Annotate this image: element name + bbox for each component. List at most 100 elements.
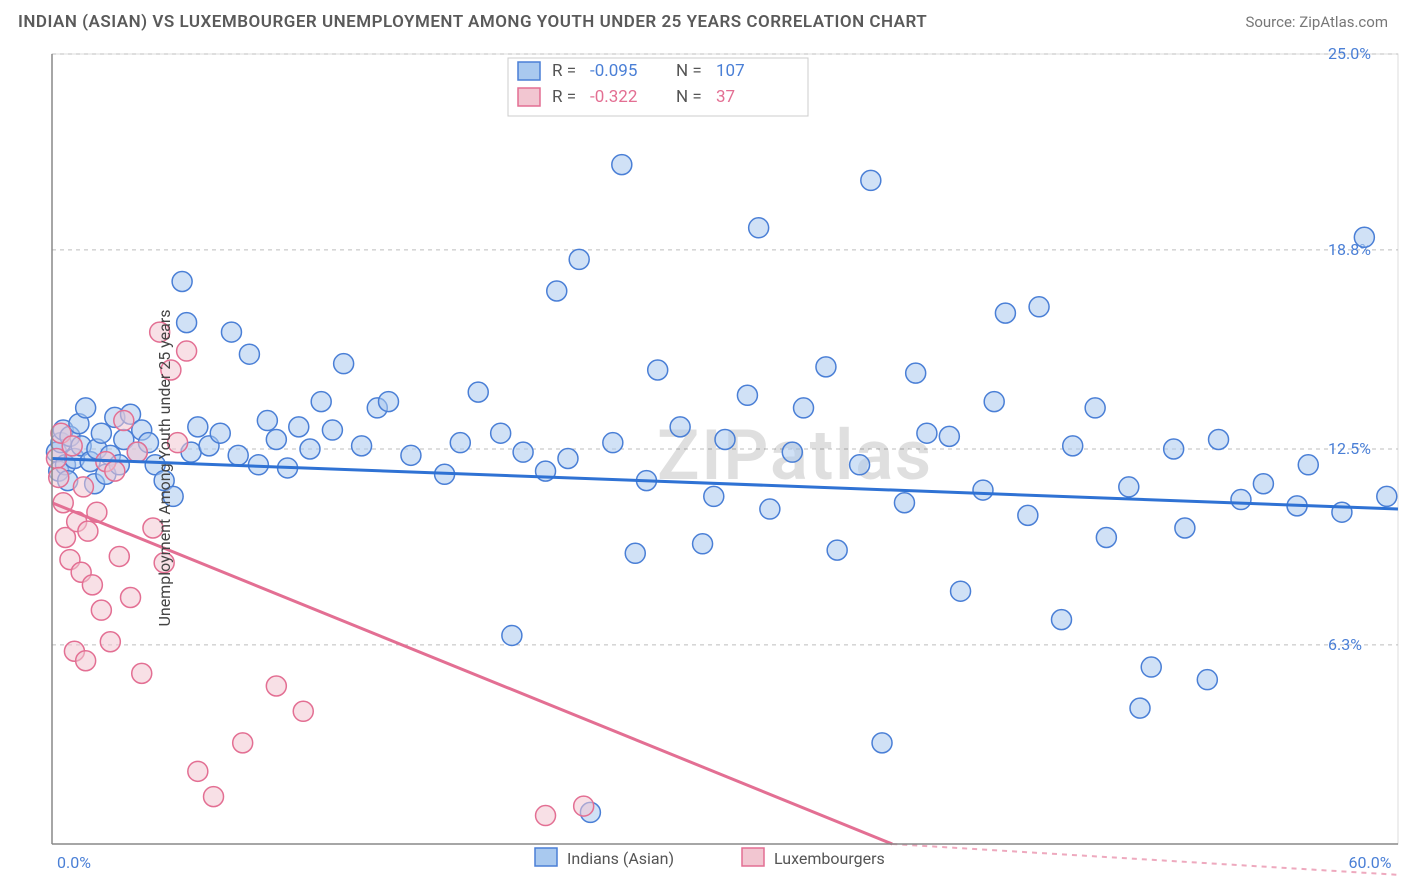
scatter-point [239, 344, 259, 364]
scatter-point [558, 448, 578, 468]
scatter-point [221, 322, 241, 342]
scatter-point [704, 486, 724, 506]
scatter-point [547, 281, 567, 301]
scatter-point [62, 436, 82, 456]
scatter-point [352, 436, 372, 456]
scatter-point [816, 357, 836, 377]
scatter-point [1175, 518, 1195, 538]
scatter-point [1231, 490, 1251, 510]
scatter-point [78, 521, 98, 541]
scatter-point [82, 575, 102, 595]
scatter-point [491, 423, 511, 443]
scatter-point [1298, 455, 1318, 475]
scatter-point [1063, 436, 1083, 456]
scatter-point [401, 445, 421, 465]
scatter-point [513, 442, 533, 462]
scatter-point [737, 385, 757, 405]
scatter-point [827, 540, 847, 560]
legend-series-label: Indians (Asian) [567, 849, 674, 868]
scatter-point [1253, 474, 1273, 494]
scatter-point [861, 170, 881, 190]
scatter-point [1052, 610, 1072, 630]
y-axis-label: Unemployment Among Youth under 25 years [155, 309, 174, 626]
scatter-point [536, 806, 556, 826]
scatter-point [91, 600, 111, 620]
scatter-point [782, 442, 802, 462]
chart-container: Unemployment Among Youth under 25 years … [0, 44, 1406, 892]
legend-swatch [742, 848, 764, 866]
correlation-scatter-chart: 6.3%12.5%18.8%25.0%ZIPatlas0.0%60.0%R =-… [0, 44, 1406, 892]
scatter-point [204, 787, 224, 807]
source-prefix: Source: [1245, 13, 1299, 31]
scatter-point [76, 398, 96, 418]
scatter-point [188, 761, 208, 781]
scatter-point [951, 581, 971, 601]
scatter-point [114, 411, 134, 431]
scatter-point [266, 676, 286, 696]
scatter-point [1141, 657, 1161, 677]
scatter-point [906, 363, 926, 383]
scatter-point [612, 155, 632, 175]
stats-label-R: R = [552, 87, 576, 107]
scatter-point [1130, 698, 1150, 718]
scatter-point [715, 430, 735, 450]
scatter-point [293, 701, 313, 721]
scatter-point [468, 382, 488, 402]
y-tick-label: 6.3% [1328, 635, 1362, 654]
scatter-point [1119, 477, 1139, 497]
scatter-point [502, 625, 522, 645]
scatter-point [105, 461, 125, 481]
legend-swatch [518, 62, 540, 80]
scatter-point [177, 313, 197, 333]
page-title: INDIAN (ASIAN) VS LUXEMBOURGER UNEMPLOYM… [18, 12, 927, 32]
stats-value-N: 37 [716, 87, 735, 107]
stats-label-R: R = [552, 61, 576, 81]
scatter-point [917, 423, 937, 443]
scatter-point [1018, 505, 1038, 525]
scatter-point [1029, 297, 1049, 317]
scatter-point [760, 499, 780, 519]
scatter-point [872, 733, 892, 753]
scatter-point [894, 493, 914, 513]
legend-swatch [518, 88, 540, 106]
scatter-point [1197, 670, 1217, 690]
scatter-point [794, 398, 814, 418]
scatter-point [132, 663, 152, 683]
stats-label-N: N = [676, 61, 702, 81]
scatter-point [233, 733, 253, 753]
x-tick-label: 60.0% [1349, 853, 1392, 872]
stats-label-N: N = [676, 87, 702, 107]
scatter-point [1085, 398, 1105, 418]
scatter-point [625, 543, 645, 563]
trend-line [52, 503, 892, 844]
scatter-point [749, 218, 769, 238]
legend-swatch [535, 848, 557, 866]
scatter-point [984, 392, 1004, 412]
scatter-point [311, 392, 331, 412]
scatter-point [379, 392, 399, 412]
stats-value-N: 107 [716, 61, 745, 81]
source-link[interactable]: ZipAtlas.com [1299, 13, 1388, 31]
scatter-point [1096, 527, 1116, 547]
y-tick-label: 12.5% [1328, 439, 1371, 458]
scatter-point [228, 445, 248, 465]
scatter-point [670, 417, 690, 437]
scatter-point [266, 430, 286, 450]
scatter-point [100, 632, 120, 652]
scatter-point [450, 433, 470, 453]
scatter-point [1377, 486, 1397, 506]
scatter-point [188, 417, 208, 437]
scatter-point [1209, 430, 1229, 450]
scatter-point [121, 588, 141, 608]
y-tick-label: 25.0% [1328, 44, 1371, 63]
stats-value-R: -0.322 [590, 87, 637, 107]
scatter-point [172, 272, 192, 292]
scatter-point [127, 442, 147, 462]
scatter-point [73, 477, 93, 497]
scatter-point [210, 423, 230, 443]
scatter-point [1354, 227, 1374, 247]
scatter-point [939, 426, 959, 446]
scatter-point [995, 303, 1015, 323]
source-credit: Source: ZipAtlas.com [1245, 13, 1388, 31]
scatter-point [300, 439, 320, 459]
